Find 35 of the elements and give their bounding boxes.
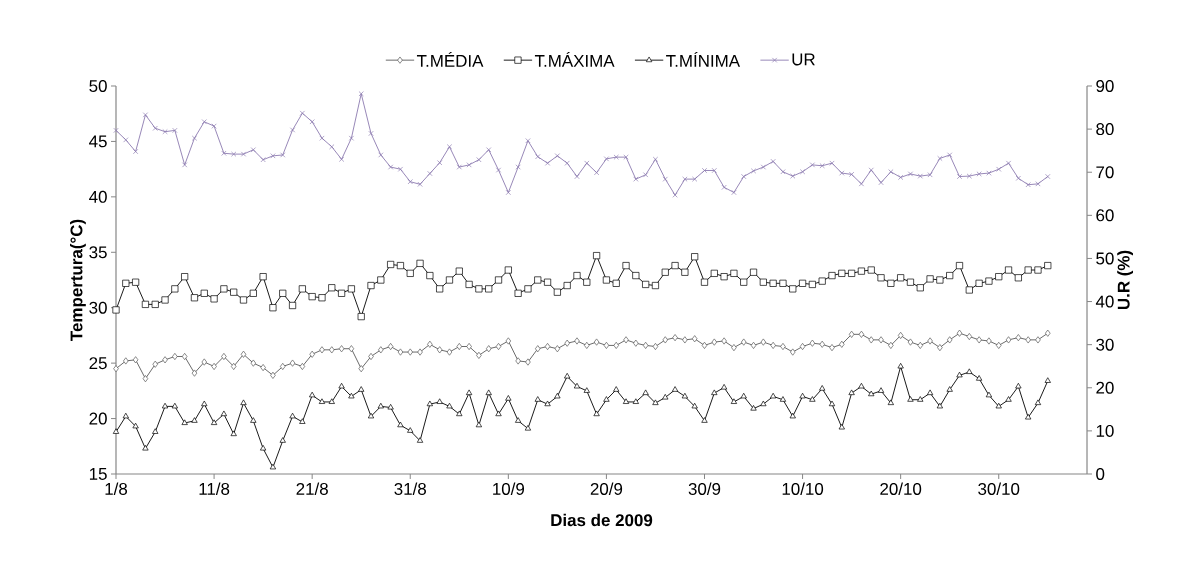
y-tick-label: 50: [89, 80, 107, 92]
y2-tick-label: 10: [1096, 424, 1114, 437]
x-tick-label: 10/10: [782, 482, 824, 495]
x-tick-label: 1/8: [105, 482, 128, 495]
x-tick-label: 20/10: [880, 482, 922, 495]
y-tick-label: 40: [89, 190, 107, 203]
legend-label: UR: [792, 53, 815, 66]
legend-label: T.MÁXIMA: [534, 52, 615, 67]
x-tick-label: 31/8: [394, 482, 426, 495]
y2-tick-label: 90: [1096, 80, 1114, 92]
y2-tick-label: 80: [1096, 123, 1114, 136]
y2-tick-label: 60: [1096, 209, 1114, 222]
y2-tick-label: 20: [1096, 381, 1114, 394]
x-tick-label: 10/9: [493, 482, 525, 495]
y2-axis-title: U.R (%): [1117, 250, 1133, 310]
y-tick-label: 30: [89, 301, 107, 314]
x-tick-label: 11/8: [199, 482, 230, 495]
x-axis-title: Dias de 2009: [551, 513, 653, 527]
y-tick-label: 20: [89, 412, 107, 425]
y2-tick-label: 70: [1096, 166, 1114, 179]
y2-tick-label: 0: [1096, 468, 1105, 480]
x-tick-label: 21/8: [296, 482, 328, 495]
legend-label: T.MÉDIA: [416, 52, 484, 67]
y-axis-title: Tempertura(°C): [70, 219, 86, 341]
legend-label: T.MÍNIMA: [666, 52, 741, 67]
x-tick-label: 30/10: [978, 482, 1020, 495]
y2-tick-label: 50: [1096, 252, 1114, 265]
y-tick-label: 45: [89, 135, 107, 148]
y-tick-label: 15: [89, 468, 107, 480]
y2-tick-label: 40: [1095, 295, 1114, 308]
y-tick-label: 35: [89, 246, 107, 259]
y-tick-label: 25: [89, 357, 107, 370]
y2-tick-label: 30: [1096, 338, 1114, 351]
x-tick-label: 30/9: [688, 482, 721, 495]
x-tick-label: 20/9: [590, 482, 623, 495]
